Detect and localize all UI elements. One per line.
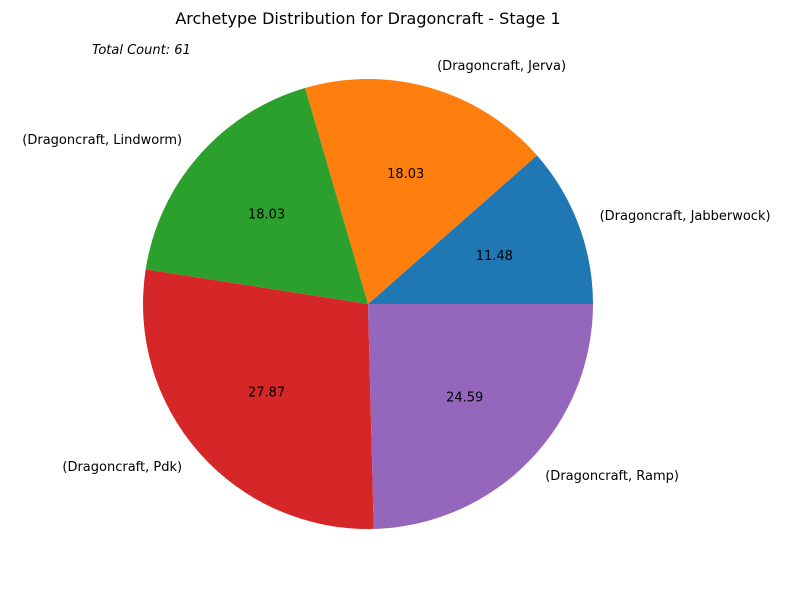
slice-label-dragoncraft-lindworm: (Dragoncraft, Lindworm) [22,133,182,148]
slice-label-dragoncraft-ramp: (Dragoncraft, Ramp) [545,469,679,484]
pie-slice-dragoncraft-jerva [305,78,537,304]
pie-slices [142,78,593,529]
slice-value-dragoncraft-ramp: 24.59 [446,391,483,406]
slice-value-dragoncraft-pdk: 27.87 [248,386,285,401]
slice-label-dragoncraft-pdk: (Dragoncraft, Pdk) [62,460,182,475]
slice-value-dragoncraft-jerva: 18.03 [387,167,424,182]
slice-value-dragoncraft-lindworm: 18.03 [248,207,285,222]
slice-label-dragoncraft-jerva: (Dragoncraft, Jerva) [437,59,566,74]
total-count-annotation: Total Count: 61 [92,43,191,58]
pie-slice-dragoncraft-ramp [368,304,593,529]
pie-labels: (Dragoncraft, Jabberwock) 11.48 (Dragoncra… [22,59,770,484]
pie-slice-dragoncraft-pdk [142,269,374,529]
pie-slice-dragoncraft-lindworm [145,87,368,304]
pie-slice-dragoncraft-jabberwock [368,155,593,304]
slice-label-dragoncraft-jabberwock: (Dragoncraft, Jabberwock) [600,209,771,224]
slice-value-dragoncraft-jabberwock: 11.48 [476,249,513,264]
chart-title: Archetype Distribution for Dragoncraft -… [175,9,560,28]
